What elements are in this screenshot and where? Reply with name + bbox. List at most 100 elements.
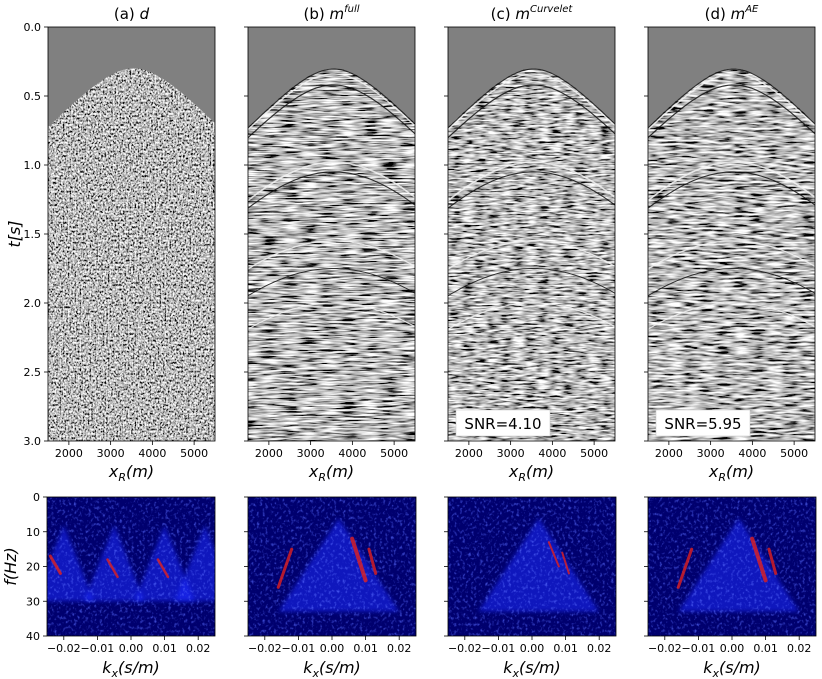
x-axis-label: xR(m) [508,462,554,484]
x-tick-label: 0.01 [152,642,177,655]
panel-title: (a) d [114,5,150,23]
panel-title: (b) mfull [303,4,359,23]
x-tick-label: 0.02 [787,642,812,655]
y-axis-label: t[s] [5,220,24,247]
energy-peak [547,541,560,568]
energy-peak [350,536,368,583]
x-tick-label: 0.00 [720,642,745,655]
reflection-event [448,84,615,139]
x-tick-label: 4000 [538,447,566,460]
energy-peak [276,547,294,589]
aliased-energy [47,524,95,602]
aliased-energy [174,524,215,602]
shot-gather-panel-a: 2000 3000 4000 5000 0.0 0.5 1.0 1.5 2.0 2.5 3.0 (a)… [5,5,216,484]
x-tick-label: 0.01 [753,642,778,655]
y-tick-label: 2.0 [24,297,42,310]
y-axis-label: f(Hz) [1,547,20,586]
noise-texture [48,68,215,441]
fk-spectrum-panel-d-fk: −0.02 −0.01 0.00 0.01 0.02 kx(s/m) [644,496,817,679]
energy-peak [561,551,570,575]
x-tick-label: 3000 [697,447,725,460]
x-tick-label: 0.01 [353,642,378,655]
y-tick-label: 20 [26,561,40,574]
spectrum-texture [248,497,416,636]
spectrum-texture [448,497,616,636]
reflection-event [648,84,815,139]
reflection-event [448,302,615,330]
y-tick-label: 10 [26,526,40,539]
snr-box [655,409,751,437]
spectrum-image [47,497,215,636]
reflection-event [648,240,815,270]
energy-peak [106,558,119,579]
shot-gather-panel-d: 2000 3000 4000 5000 (d) mAE xR(m) SNR=5.95 [644,4,816,484]
reflection-event [648,73,815,131]
y-tick-label: 3.0 [24,435,42,448]
x-tick-label: 0.00 [119,642,144,655]
aliased-energy [83,524,145,602]
seismic-events [248,68,415,441]
shot-gather-panel-b: 2000 3000 4000 5000 (b) mfull xR(m) [244,4,416,484]
energy-peak [367,547,378,575]
x-axis-label: kx(s/m) [102,658,160,679]
spectrum-texture [648,497,816,636]
x-axis-label: xR(m) [708,462,754,484]
reflection-event [448,268,615,297]
x-tick-label: 0.02 [387,642,412,655]
x-tick-label: −0.01 [282,642,316,655]
x-tick-label: 5000 [580,447,608,460]
spectrum-image [448,497,616,636]
signal-cone [478,517,600,612]
x-tick-label: −0.01 [81,642,115,655]
x-tick-label: 3000 [97,447,125,460]
energy-peak [676,547,694,589]
x-tick-label: 2000 [255,447,283,460]
x-tick-label: 0.02 [186,642,211,655]
reflection-event [648,68,815,129]
x-tick-label: 3000 [297,447,325,460]
energy-peak [48,554,62,575]
seismic-events [648,68,815,441]
x-tick-label: 0.01 [553,642,578,655]
reflection-event [248,161,415,202]
reflection-event [448,171,615,209]
spectrum-texture [47,497,215,636]
reflection-event [248,268,415,297]
x-tick-label: −0.01 [682,642,716,655]
reflection-event [648,268,815,297]
x-tick-label: 5000 [780,447,808,460]
reflection-event [448,161,615,202]
x-tick-label: −0.02 [47,642,81,655]
x-axis-label: kx(s/m) [703,658,761,679]
reflection-event [648,171,815,209]
y-tick-label: 2.5 [24,366,42,379]
x-tick-label: 2000 [655,447,683,460]
aliased-energy [134,524,195,602]
seismic-events [448,68,615,441]
y-tick-label: 0.0 [24,21,42,34]
x-tick-label: −0.02 [648,642,682,655]
y-tick-label: 40 [26,630,40,643]
reflection-event [248,171,415,209]
reflection-event [248,302,415,330]
seismic-events [48,68,215,441]
x-tick-label: 2000 [455,447,483,460]
x-axis-label: xR(m) [108,462,154,484]
y-tick-label: 0 [33,491,40,504]
reflection-event [248,84,415,139]
snr-label: SNR=4.10 [464,415,541,433]
x-tick-label: 0.02 [587,642,612,655]
reflection-event [448,240,615,270]
reflection-event [248,73,415,131]
x-axis-label: kx(s/m) [303,658,361,679]
reflection-event [248,68,415,129]
spectrum-image [648,497,816,636]
y-tick-label: 0.5 [24,90,42,103]
energy-peak [767,547,778,575]
x-axis-label: kx(s/m) [503,658,561,679]
signal-cone [278,517,400,612]
y-tick-label: 30 [26,595,40,608]
signal-cone [678,517,800,612]
x-tick-label: −0.02 [248,642,282,655]
reflection-event [648,302,815,330]
